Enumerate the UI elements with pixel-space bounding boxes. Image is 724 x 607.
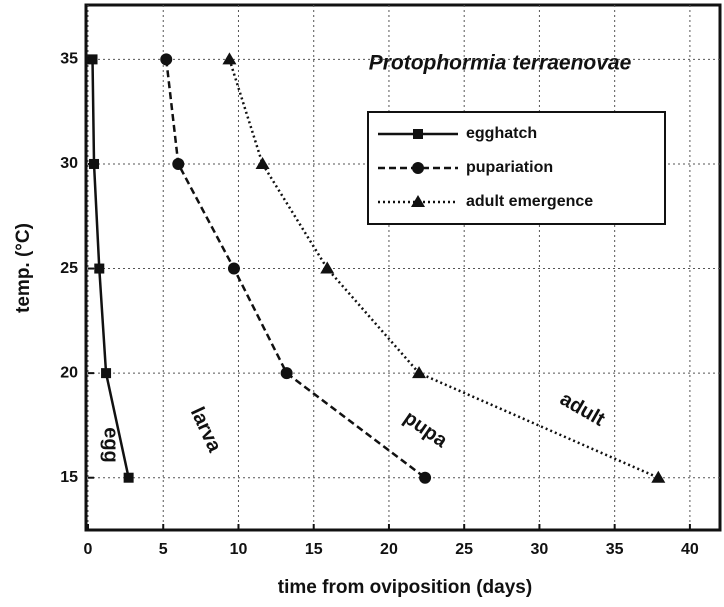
y-tick-label: 25	[60, 260, 78, 277]
y-tick-label: 20	[60, 364, 78, 381]
y-tick-label: 15	[60, 469, 78, 486]
region-label: pupa	[400, 407, 452, 453]
x-tick-label: 0	[84, 541, 93, 558]
legend-label: egghatch	[466, 125, 537, 142]
y-tick-label: 35	[60, 51, 78, 68]
marker	[87, 54, 98, 65]
legend-label: pupariation	[466, 159, 553, 176]
x-tick-label: 30	[531, 541, 549, 558]
marker	[255, 156, 270, 169]
x-tick-label: 20	[380, 541, 398, 558]
marker	[651, 470, 666, 483]
marker	[94, 263, 105, 274]
marker	[320, 261, 335, 274]
x-tick-label: 25	[455, 541, 473, 558]
marker	[172, 157, 185, 170]
marker	[101, 368, 112, 379]
x-tick-label: 35	[606, 541, 624, 558]
x-axis-label: time from oviposition (days)	[278, 577, 532, 598]
marker	[222, 52, 237, 65]
legend-marker	[412, 162, 424, 174]
x-tick-label: 40	[681, 541, 699, 558]
plot-frame	[84, 3, 722, 532]
marker	[280, 367, 293, 380]
x-tick-label: 5	[159, 541, 168, 558]
y-tick-label: 30	[60, 155, 78, 172]
legend-label: adult emergence	[466, 193, 593, 210]
region-label: larva	[186, 404, 226, 456]
x-tick-label: 15	[305, 541, 323, 558]
marker	[123, 472, 134, 483]
marker	[160, 53, 173, 66]
marker	[419, 471, 432, 484]
legend-marker	[413, 129, 423, 139]
marker	[412, 366, 427, 379]
region-label: adult	[556, 388, 609, 431]
y-axis-label: temp. (°C)	[13, 223, 34, 313]
legend-marker	[411, 195, 425, 207]
marker	[89, 158, 100, 169]
x-tick-label: 10	[230, 541, 248, 558]
marker	[227, 262, 240, 275]
chart-title: Protophormia terraenovae	[369, 52, 632, 75]
region-label: egg	[100, 427, 122, 463]
